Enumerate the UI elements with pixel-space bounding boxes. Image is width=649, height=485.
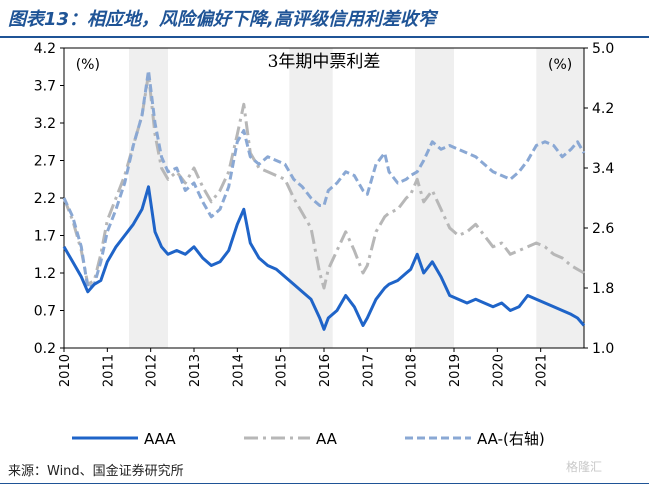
x-tick-label: 2014 [231, 354, 246, 387]
x-tick-label: 2013 [188, 354, 203, 387]
x-tick-label: 2020 [491, 354, 506, 387]
watermark-logo: 格隆汇 [566, 460, 603, 474]
left-tick-label: 0.2 [34, 341, 56, 357]
spread-chart: 0.2 0.7 1.2 1.7 2.2 2.7 3.2 3.7 4.2 1.0 1.8 2.6 3.4 4… [34, 41, 615, 448]
right-tick-label: 1.0 [592, 341, 614, 357]
legend-label-3: AA-(右轴) [477, 430, 545, 448]
x-tick-label: 2017 [361, 354, 376, 387]
left-tick-label: 1.7 [34, 229, 56, 245]
bottom-rule [0, 483, 649, 484]
series-line-aaa [62, 185, 586, 331]
left-tick-label: 0.7 [34, 304, 56, 320]
shaded-period-3 [415, 48, 454, 348]
title-rule [0, 36, 649, 38]
chart-axes: 0.2 0.7 1.2 1.7 2.2 2.7 3.2 3.7 4.2 1.0 1.8 2.6 3.4 4… [34, 41, 615, 387]
shaded-periods [129, 48, 584, 348]
series-line-aa [62, 72, 585, 290]
left-tick-label: 4.2 [34, 41, 56, 57]
x-tick-label: 2015 [275, 354, 290, 387]
left-tick-label: 2.2 [34, 191, 56, 207]
x-tick-label: 2021 [535, 354, 550, 387]
right-tick-label: 3.4 [592, 161, 614, 177]
source-note: 来源：Wind、国金证券研究所 [8, 464, 184, 479]
figure-header: 图表13：相应地，风险偏好下降,高评级信用利差收窄 [0, 0, 649, 38]
chart-title: 3年期中票利差 [268, 52, 381, 72]
x-tick-label: 2010 [58, 354, 73, 387]
figure-title: 图表13：相应地，风险偏好下降,高评级信用利差收窄 [8, 9, 436, 30]
chart-legend: AAA AA AA-(右轴) [72, 430, 545, 448]
right-axis-unit: (%) [548, 57, 572, 73]
left-tick-label: 2.7 [34, 154, 56, 170]
x-tick-label: 2016 [318, 354, 333, 387]
right-tick-label: 2.6 [592, 221, 614, 237]
right-tick-label: 4.2 [592, 101, 614, 117]
chart-series [62, 69, 586, 331]
left-axis-unit: (%) [76, 57, 100, 73]
right-tick-label: 1.8 [592, 281, 614, 297]
left-tick-label: 3.7 [34, 79, 56, 95]
x-tick-label: 2011 [101, 354, 116, 387]
shaded-period-1 [129, 48, 168, 348]
x-tick-label: 2018 [405, 354, 420, 387]
chart-labels: (%) (%) 3年期中票利差 [76, 52, 573, 73]
legend-label-2: AA [316, 430, 338, 448]
right-tick-label: 5.0 [592, 41, 614, 57]
left-tick-label: 1.2 [34, 266, 56, 282]
shaded-period-4 [536, 48, 584, 348]
series-line-aa-minus [62, 69, 586, 290]
x-tick-label: 2019 [448, 354, 463, 387]
x-tick-label: 2012 [145, 354, 160, 387]
left-tick-label: 3.2 [34, 116, 56, 132]
legend-label-1: AAA [144, 430, 176, 448]
